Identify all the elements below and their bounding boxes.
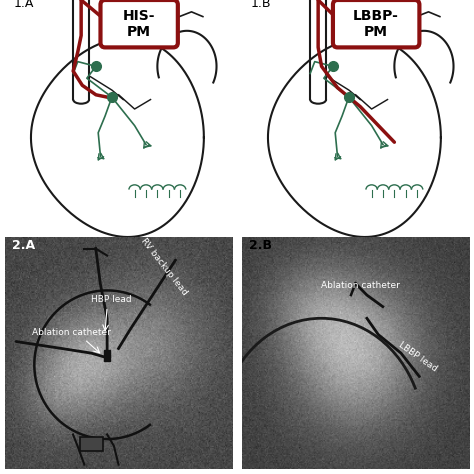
Text: Ablation catheter: Ablation catheter <box>32 328 111 337</box>
Text: LBBP lead: LBBP lead <box>396 340 438 374</box>
Text: 2.A: 2.A <box>11 238 35 252</box>
Bar <box>80 437 102 451</box>
Text: LBBP-
PM: LBBP- PM <box>353 9 399 39</box>
Text: 1.B: 1.B <box>251 0 272 10</box>
FancyBboxPatch shape <box>333 0 419 47</box>
Text: HBP lead: HBP lead <box>91 295 132 304</box>
Text: HIS-
PM: HIS- PM <box>123 9 155 39</box>
Text: 2.B: 2.B <box>248 238 272 252</box>
Text: 1.A: 1.A <box>14 0 35 10</box>
Text: RV backup lead: RV backup lead <box>139 237 189 297</box>
Text: Ablation catheter: Ablation catheter <box>321 281 400 290</box>
FancyBboxPatch shape <box>100 0 178 47</box>
